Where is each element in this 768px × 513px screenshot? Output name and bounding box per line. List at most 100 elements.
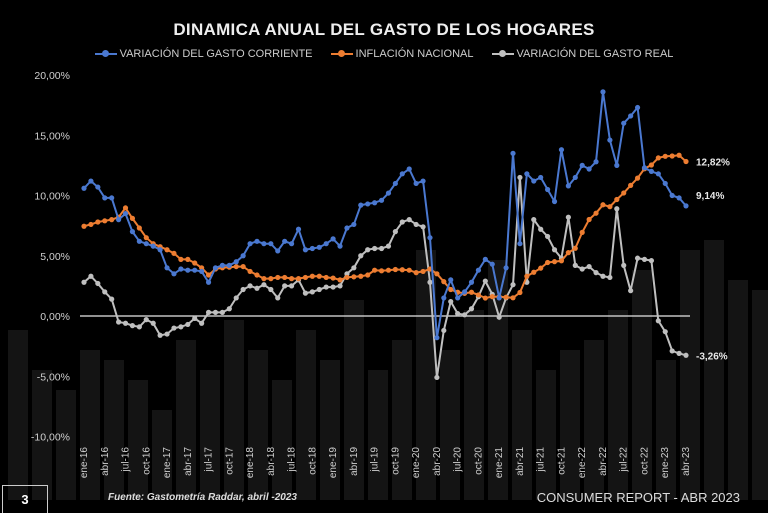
x-tick-label: ene-18 [245, 447, 256, 479]
data-point [628, 288, 634, 294]
data-point [579, 162, 585, 168]
data-point [330, 275, 336, 281]
data-point [607, 274, 613, 281]
data-point [551, 198, 558, 205]
data-point [676, 350, 682, 356]
data-point [185, 321, 191, 328]
x-tick-label: jul-17 [204, 447, 215, 473]
data-point [634, 255, 641, 261]
data-point [510, 295, 516, 301]
data-point [406, 267, 412, 273]
x-tick-label: ene-20 [411, 447, 422, 479]
data-point [365, 272, 371, 278]
x-tick-label: oct-21 [556, 447, 567, 475]
data-point [392, 266, 398, 273]
data-point [372, 267, 378, 273]
series-line [83, 177, 687, 378]
data-point [572, 262, 578, 268]
data-point [288, 283, 295, 289]
data-point [406, 217, 412, 223]
data-point [233, 263, 239, 270]
data-point [88, 178, 94, 184]
background-bar [512, 330, 532, 500]
data-point [655, 155, 661, 161]
x-tick-label: abr-21 [515, 447, 526, 476]
x-tick-label: ene-22 [577, 447, 588, 479]
legend-swatch-icon [491, 50, 514, 57]
x-tick-label: abr-23 [681, 447, 692, 476]
data-point [323, 241, 329, 247]
data-point [406, 166, 412, 172]
data-point [365, 201, 371, 207]
background-bar [440, 350, 460, 500]
data-point [212, 309, 219, 315]
data-point [157, 247, 163, 253]
data-point [427, 235, 433, 241]
data-point [178, 256, 184, 262]
data-point [372, 200, 378, 206]
data-point [122, 205, 129, 211]
data-point [448, 286, 454, 293]
data-point [593, 210, 599, 216]
data-point [503, 265, 509, 271]
data-point [282, 274, 288, 281]
data-point [88, 273, 94, 279]
background-bar [296, 330, 316, 500]
data-point [254, 238, 260, 244]
y-tick-label: -5,00% [37, 371, 70, 383]
background-bar [416, 250, 436, 500]
data-point [538, 226, 544, 232]
background-bar [728, 280, 748, 500]
data-point [565, 183, 571, 189]
x-tick-label: jul-21 [536, 447, 547, 473]
background-bar [320, 360, 340, 500]
y-tick-label: 0,00% [40, 311, 70, 323]
data-point [600, 202, 606, 208]
data-point [475, 267, 482, 273]
data-point [365, 247, 371, 253]
data-point [309, 273, 315, 279]
data-point [558, 258, 565, 264]
data-point [427, 279, 433, 285]
data-point [372, 245, 378, 252]
data-point [676, 152, 682, 158]
data-point [295, 226, 302, 232]
legend-item: VARIACIÓN DEL GASTO CORRIENTE [94, 48, 313, 60]
data-point [316, 273, 322, 279]
data-point [621, 190, 627, 196]
data-point [275, 248, 281, 254]
data-point [413, 270, 419, 276]
data-point [351, 265, 357, 271]
data-point [385, 243, 392, 249]
x-tick-label: oct-16 [141, 447, 152, 475]
x-tick-label: ene-21 [494, 447, 505, 479]
x-tick-label: abr-17 [183, 447, 194, 476]
data-point [109, 195, 115, 201]
data-point [192, 260, 198, 266]
legend-swatch-icon [330, 50, 353, 57]
background-bar [56, 390, 76, 500]
data-point [275, 274, 281, 281]
data-point [468, 279, 475, 285]
data-point [634, 104, 641, 111]
data-point [288, 276, 295, 282]
x-tick-label: abr-19 [349, 447, 360, 476]
x-tick-label: jul-19 [370, 447, 381, 473]
background-bar [80, 350, 100, 500]
data-point [178, 266, 184, 272]
series-1: 12,82% [81, 152, 730, 301]
data-point [489, 261, 495, 267]
data-point [641, 256, 648, 262]
data-point [434, 374, 440, 381]
x-tick-label: oct-22 [639, 447, 650, 475]
data-point [648, 168, 655, 174]
background-bar [368, 370, 388, 500]
data-point [628, 182, 634, 188]
data-point [240, 263, 246, 270]
background-bar [104, 360, 124, 500]
data-point [337, 283, 343, 289]
data-point [240, 253, 246, 259]
data-point [482, 278, 488, 284]
data-point [399, 219, 405, 225]
data-point [150, 243, 156, 249]
